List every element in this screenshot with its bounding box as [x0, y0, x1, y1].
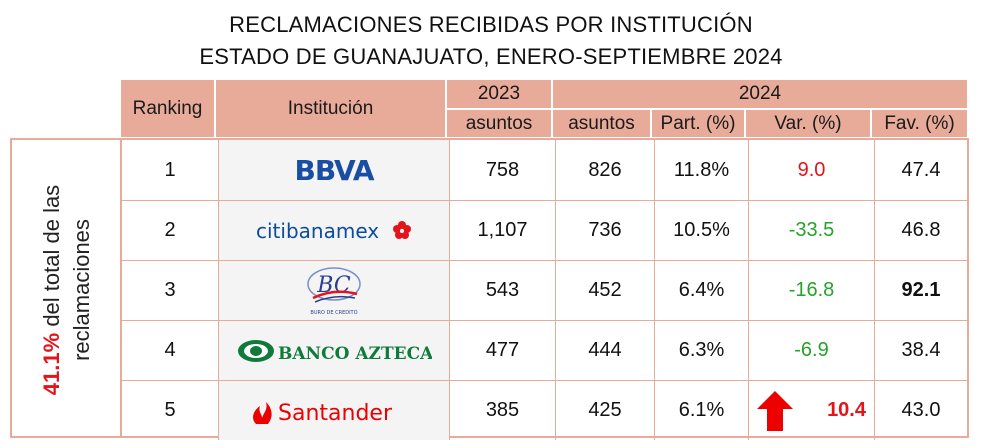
header-year-2024: 2024: [553, 80, 967, 108]
buro-de-credito-logo: BC BURO DE CREDITO: [218, 261, 449, 320]
part-cell: 11.8%: [654, 140, 748, 200]
asuntos-2024-cell: 452: [555, 261, 654, 320]
banco-azteca-logo-text: BANCO AZTECA: [278, 344, 432, 364]
asuntos-2023-cell: 758: [449, 140, 555, 200]
asuntos-2023-cell: 477: [449, 321, 555, 380]
header-year-2023: 2023: [447, 80, 551, 108]
side-note-rest: del total de las: [39, 184, 64, 333]
side-note-line2: reclamaciones: [69, 219, 94, 361]
fav-cell: 47.4: [874, 140, 967, 200]
side-note-percent: 41.1%: [39, 332, 64, 396]
rank-cell: 1: [164, 158, 176, 181]
title-line-2: ESTADO DE GUANAJUATO, ENERO-SEPTIEMBRE 2…: [199, 44, 783, 69]
var-cell: -33.5: [748, 201, 874, 260]
part-cell: 10.5%: [654, 201, 748, 260]
var-cell: -6.9: [748, 321, 874, 380]
fav-cell: 92.1: [874, 261, 967, 320]
fav-cell: 46.8: [874, 201, 967, 260]
asuntos-2024-cell: 425: [555, 381, 654, 440]
fav-cell: 38.4: [874, 321, 967, 380]
asuntos-2024-cell: 826: [555, 140, 654, 200]
part-cell: 6.4%: [654, 261, 748, 320]
table-row: 5 Santander 385 425 6.1% 10.4 43.0: [122, 380, 967, 440]
buro-logo-text: BURO DE CREDITO: [310, 310, 357, 316]
header-asuntos-2024: asuntos: [553, 110, 650, 137]
banco-azteca-logo-svg: BANCO AZTECA: [238, 339, 432, 364]
title-line-1: RECLAMACIONES RECIBIDAS POR INSTITUCIÓN: [229, 12, 753, 37]
banco-azteca-logo: BANCO AZTECA: [218, 321, 449, 380]
fav-cell: 43.0: [874, 381, 967, 440]
asuntos-2023-cell: 385: [449, 381, 555, 440]
citibanamex-logo-text: citibanamex: [256, 219, 379, 243]
rank-cell: 2: [164, 219, 176, 241]
var-value: 10.4: [827, 399, 866, 421]
citibanamex-flower-icon: [393, 220, 411, 239]
santander-logo-text: Santander: [278, 401, 393, 426]
header-ranking: Ranking: [121, 80, 214, 137]
header-institucion: Institución: [216, 80, 445, 137]
bbva-logo-text: BBVA: [295, 154, 375, 187]
side-note-box: 41.1% del total de las reclamaciones: [10, 138, 120, 438]
header-asuntos-2023: asuntos: [447, 110, 551, 137]
table-row: 1 BBVA 758 826 11.8% 9.0 47.4: [122, 140, 967, 200]
table-row: 3 BC BURO DE CREDITO 543 452 6.4% -16.8 …: [122, 260, 967, 320]
asuntos-2024-cell: 736: [555, 201, 654, 260]
var-cell: 10.4: [748, 381, 874, 440]
table-row: 2 citibanamex 1,107 736 10.5% -33.5 46.8: [122, 200, 967, 260]
header-fav: Fav. (%): [872, 110, 967, 137]
header-var: Var. (%): [746, 110, 870, 137]
buro-de-credito-logo-svg: BC BURO DE CREDITO: [307, 266, 361, 316]
var-cell: -16.8: [748, 261, 874, 320]
asuntos-2023-cell: 1,107: [449, 201, 555, 260]
rank-cell: 3: [164, 279, 176, 301]
asuntos-2024-cell: 444: [555, 321, 654, 380]
rank-cell: 4: [164, 339, 176, 361]
var-cell: 9.0: [748, 140, 874, 200]
citibanamex-logo: citibanamex: [218, 201, 449, 260]
up-arrow-icon: [757, 391, 793, 431]
santander-logo-svg: Santander: [253, 401, 393, 426]
data-table: 1 BBVA 758 826 11.8% 9.0 47.4 2 citibana…: [120, 138, 969, 440]
citibanamex-logo-svg: citibanamex: [256, 219, 411, 243]
table-row: 4 BANCO AZTECA 477 444 6.3% -6.9 38.4: [122, 320, 967, 380]
part-cell: 6.3%: [654, 321, 748, 380]
part-cell: 6.1%: [654, 381, 748, 440]
bbva-logo-svg: BBVA: [295, 154, 376, 187]
santander-logo: Santander: [218, 381, 449, 440]
header-part: Part. (%): [652, 110, 744, 137]
side-note-text: 41.1% del total de las reclamaciones: [17, 140, 117, 440]
bbva-logo: BBVA: [218, 140, 449, 200]
rank-cell: 5: [164, 399, 176, 421]
asuntos-2023-cell: 543: [449, 261, 555, 320]
